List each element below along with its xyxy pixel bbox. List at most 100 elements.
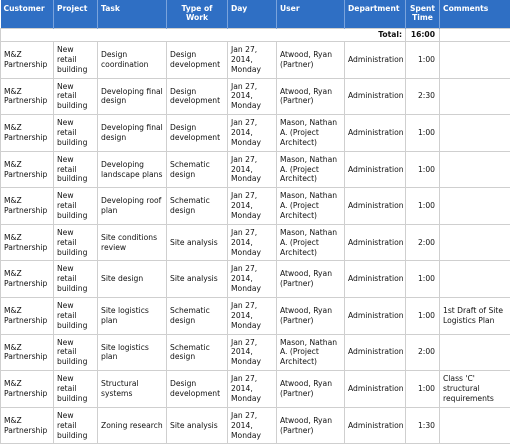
spent-time-cell: 1:00 — [406, 115, 440, 152]
type-of-work-cell: Schematic design — [167, 188, 228, 225]
day-cell: Jan 27, 2014, Monday — [228, 188, 277, 225]
department-cell: Administration — [345, 151, 406, 188]
task-cell: Developing final design — [98, 78, 167, 115]
spent-time-cell: 2:00 — [406, 334, 440, 371]
customer-cell: M&Z Partnership — [1, 224, 54, 261]
project-cell: New retail building — [54, 151, 98, 188]
task-cell: Site logistics plan — [98, 298, 167, 335]
total-value: 16:00 — [406, 29, 440, 42]
day-cell: Jan 27, 2014, Monday — [228, 224, 277, 261]
project-cell: New retail building — [54, 188, 98, 225]
user-cell: Atwood, Ryan (Partner) — [277, 371, 345, 408]
customer-cell: M&Z Partnership — [1, 334, 54, 371]
comments-cell — [440, 42, 510, 79]
department-cell: Administration — [345, 261, 406, 298]
type-of-work-cell: Design development — [167, 42, 228, 79]
customer-cell: M&Z Partnership — [1, 407, 54, 444]
task-cell: Developing final design — [98, 115, 167, 152]
task-cell: Developing roof plan — [98, 188, 167, 225]
column-header-customer[interactable]: Customer — [1, 0, 54, 29]
project-cell: New retail building — [54, 42, 98, 79]
task-cell: Site logistics plan — [98, 334, 167, 371]
spent-time-cell: 1:00 — [406, 42, 440, 79]
comments-cell — [440, 261, 510, 298]
user-cell: Mason, Nathan A. (Project Architect) — [277, 224, 345, 261]
task-cell: Site conditions review — [98, 224, 167, 261]
department-cell: Administration — [345, 78, 406, 115]
department-cell: Administration — [345, 334, 406, 371]
type-of-work-cell: Schematic design — [167, 334, 228, 371]
comments-cell — [440, 407, 510, 444]
project-cell: New retail building — [54, 334, 98, 371]
type-of-work-cell: Design development — [167, 78, 228, 115]
day-cell: Jan 27, 2014, Monday — [228, 298, 277, 335]
project-cell: New retail building — [54, 115, 98, 152]
customer-cell: M&Z Partnership — [1, 78, 54, 115]
type-of-work-cell: Site analysis — [167, 261, 228, 298]
type-of-work-cell: Site analysis — [167, 224, 228, 261]
spent-time-cell: 1:00 — [406, 371, 440, 408]
column-header-project[interactable]: Project — [54, 0, 98, 29]
column-header-comments[interactable]: Comments — [440, 0, 510, 29]
user-cell: Mason, Nathan A. (Project Architect) — [277, 151, 345, 188]
department-cell: Administration — [345, 298, 406, 335]
column-header-type-of-work[interactable]: Type of Work — [167, 0, 228, 29]
spent-time-cell: 1:30 — [406, 407, 440, 444]
column-header-spent-time[interactable]: Spent Time — [406, 0, 440, 29]
department-cell: Administration — [345, 407, 406, 444]
spent-time-cell: 1:00 — [406, 188, 440, 225]
day-cell: Jan 27, 2014, Monday — [228, 334, 277, 371]
customer-cell: M&Z Partnership — [1, 371, 54, 408]
customer-cell: M&Z Partnership — [1, 115, 54, 152]
project-cell: New retail building — [54, 261, 98, 298]
task-cell: Developing landscape plans — [98, 151, 167, 188]
comments-cell — [440, 224, 510, 261]
task-cell: Zoning research — [98, 407, 167, 444]
spent-time-cell: 1:00 — [406, 151, 440, 188]
type-of-work-cell: Site analysis — [167, 407, 228, 444]
column-header-department[interactable]: Department — [345, 0, 406, 29]
project-cell: New retail building — [54, 298, 98, 335]
comments-cell: 1st Draft of Site Logistics Plan — [440, 298, 510, 335]
spent-time-cell: 2:30 — [406, 78, 440, 115]
day-cell: Jan 27, 2014, Monday — [228, 78, 277, 115]
user-cell: Atwood, Ryan (Partner) — [277, 42, 345, 79]
customer-cell: M&Z Partnership — [1, 151, 54, 188]
column-header-day[interactable]: Day — [228, 0, 277, 29]
column-header-user[interactable]: User — [277, 0, 345, 29]
comments-cell: Class 'C' structural requirements — [440, 371, 510, 408]
user-cell: Atwood, Ryan (Partner) — [277, 407, 345, 444]
user-cell: Mason, Nathan A. (Project Architect) — [277, 334, 345, 371]
column-header-task[interactable]: Task — [98, 0, 167, 29]
comments-cell — [440, 151, 510, 188]
task-cell: Design coordination — [98, 42, 167, 79]
department-cell: Administration — [345, 371, 406, 408]
project-cell: New retail building — [54, 78, 98, 115]
user-cell: Mason, Nathan A. (Project Architect) — [277, 115, 345, 152]
comments-cell — [440, 115, 510, 152]
department-cell: Administration — [345, 115, 406, 152]
day-cell: Jan 27, 2014, Monday — [228, 115, 277, 152]
day-cell: Jan 27, 2014, Monday — [228, 407, 277, 444]
type-of-work-cell: Schematic design — [167, 298, 228, 335]
department-cell: Administration — [345, 188, 406, 225]
department-cell: Administration — [345, 224, 406, 261]
spent-time-cell: 1:00 — [406, 261, 440, 298]
customer-cell: M&Z Partnership — [1, 188, 54, 225]
task-cell: Site design — [98, 261, 167, 298]
user-cell: Atwood, Ryan (Partner) — [277, 78, 345, 115]
comments-cell — [440, 78, 510, 115]
customer-cell: M&Z Partnership — [1, 298, 54, 335]
